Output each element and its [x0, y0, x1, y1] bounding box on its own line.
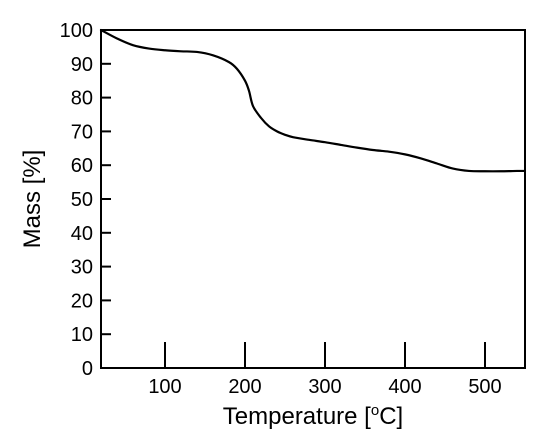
y-tick-label: 40: [71, 223, 93, 245]
y-tick-label: 80: [71, 88, 93, 110]
y-tick-label: 70: [71, 121, 93, 143]
mass-curve: [99, 28, 527, 173]
x-tick-label: 200: [228, 376, 261, 398]
y-tick-label: 30: [71, 257, 93, 279]
x-tick-label: 400: [388, 376, 421, 398]
x-tick-label: 500: [468, 376, 501, 398]
y-tick-label: 90: [71, 54, 93, 76]
x-tick-label: 100: [148, 376, 181, 398]
y-tick-label: 100: [60, 20, 93, 42]
x-axis-title: Temperature [oC]: [223, 402, 403, 430]
x-tick-label: 300: [308, 376, 341, 398]
y-tick-label: 20: [71, 290, 93, 312]
y-tick-label: 60: [71, 155, 93, 177]
y-axis-ticks: 0 10 20 30 40 50 60 70 80 90 100: [60, 20, 111, 380]
y-tick-label: 0: [82, 358, 93, 380]
x-axis-ticks: 100 200 300 400 500: [148, 342, 502, 398]
y-tick-label: 10: [71, 324, 93, 346]
y-axis-title: Mass [%]: [19, 150, 46, 249]
plot-frame: [100, 29, 526, 369]
y-tick-label: 50: [71, 189, 93, 211]
